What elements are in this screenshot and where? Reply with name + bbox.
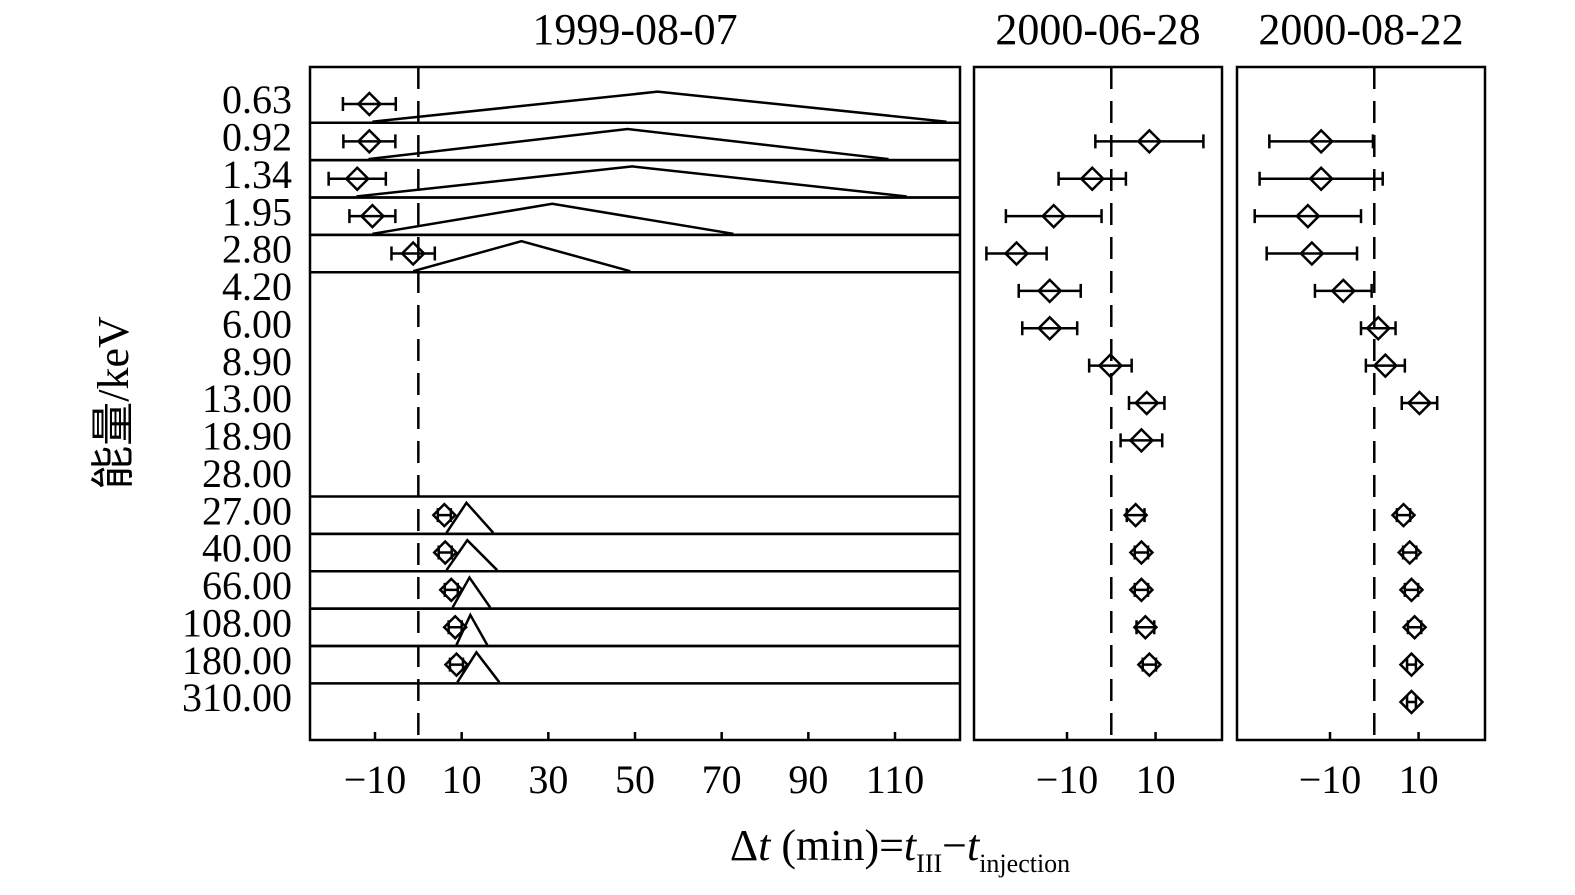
x-tick-label: −10 (1299, 757, 1362, 802)
y-tick-label: 6.00 (222, 301, 292, 346)
diamond-marker (1128, 539, 1155, 566)
x-label-part: t (758, 821, 772, 870)
y-tick-label: 310.00 (182, 675, 292, 720)
diamond-marker (1398, 577, 1425, 603)
y-tick-label: 27.00 (202, 488, 292, 533)
x-label-part: (min)= (770, 821, 904, 870)
x-tick-label: 110 (866, 757, 925, 802)
y-axis-label: 能量/keV (89, 316, 138, 490)
x-axis-label: Δt (min)=tIII−tinjection (730, 821, 1070, 878)
profile-triangle (456, 650, 501, 684)
diamond-marker (443, 651, 470, 678)
x-label-part: t (967, 821, 981, 870)
diamond-marker (1133, 390, 1160, 416)
y-tick-label: 1.34 (222, 152, 292, 197)
diamond-marker (431, 502, 458, 528)
x-label-part: − (942, 821, 967, 870)
y-tick-label: 0.92 (222, 115, 292, 160)
x-label-part: Δ (730, 821, 758, 870)
panel-title: 2000-08-22 (1258, 5, 1463, 54)
profile-triangle (445, 500, 495, 534)
diamond-marker (1128, 427, 1155, 454)
diamond-marker (1406, 390, 1433, 416)
diamond-marker (1128, 577, 1155, 603)
profile-triangle (356, 165, 907, 198)
profile-triangle (455, 612, 489, 646)
x-tick-label: 10 (1136, 757, 1176, 802)
y-tick-label: 8.90 (222, 339, 292, 384)
diamond-marker (1036, 315, 1063, 342)
x-tick-label: −10 (344, 757, 407, 802)
diamond-marker (1132, 614, 1159, 641)
diamond-marker (1398, 651, 1425, 678)
y-tick-label: 28.00 (202, 451, 292, 496)
diamond-marker (359, 203, 386, 229)
diamond-marker (1136, 651, 1163, 678)
x-tick-label: 10 (1399, 757, 1439, 802)
diamond-marker (1365, 315, 1392, 342)
diamond-marker (1372, 352, 1399, 379)
diamond-marker (1079, 165, 1106, 192)
x-tick-label: 70 (702, 757, 742, 802)
x-label-part: t (904, 821, 918, 870)
panel-title: 1999-08-07 (532, 5, 737, 54)
diamond-marker (1330, 278, 1357, 304)
y-tick-label: 18.90 (202, 414, 292, 459)
diamond-marker (1396, 539, 1423, 566)
y-tick-label: 66.00 (202, 563, 292, 608)
x-label-part: III (916, 849, 942, 878)
diamond-marker (442, 614, 468, 641)
diamond-marker (400, 240, 426, 267)
diamond-marker (1398, 689, 1425, 715)
profile-triangle (445, 538, 499, 572)
y-tick-label: 1.95 (222, 189, 292, 234)
x-label-part: injection (979, 849, 1070, 878)
diamond-marker (356, 128, 383, 155)
profile-triangle (451, 575, 492, 609)
diamond-marker (1308, 165, 1334, 192)
diamond-marker (1401, 614, 1428, 641)
y-tick-label: 13.00 (202, 376, 292, 421)
x-tick-label: 30 (528, 757, 568, 802)
profile-triangle (372, 90, 947, 123)
diamond-marker (1040, 203, 1067, 229)
diamond-marker (356, 91, 383, 117)
x-tick-label: −10 (1036, 757, 1099, 802)
x-tick-label: 50 (615, 757, 655, 802)
y-tick-label: 4.20 (222, 264, 292, 309)
y-tick-label: 180.00 (182, 638, 292, 683)
diamond-marker (432, 539, 458, 566)
diamond-marker (1122, 502, 1149, 528)
y-tick-label: 2.80 (222, 227, 292, 272)
diamond-marker (1308, 128, 1334, 155)
diamond-marker (344, 165, 371, 192)
profile-triangle (372, 202, 734, 236)
diamond-marker (1299, 240, 1325, 267)
diamond-marker (1097, 352, 1124, 379)
diamond-marker (1036, 278, 1063, 304)
diamond-marker (438, 577, 465, 603)
y-tick-label: 0.63 (222, 77, 292, 122)
diamond-marker (1295, 203, 1321, 229)
panel-frame (972, 65, 1224, 742)
x-tick-label: 90 (788, 757, 828, 802)
diamond-marker (1390, 502, 1417, 528)
panel-title: 2000-06-28 (995, 5, 1200, 54)
y-tick-label: 108.00 (182, 600, 292, 645)
y-tick-label: 40.00 (202, 526, 292, 571)
x-tick-label: 10 (442, 757, 482, 802)
diamond-marker (1003, 240, 1030, 267)
panel-frame (1235, 65, 1487, 742)
profile-triangle (368, 127, 889, 161)
diamond-marker (1136, 128, 1163, 155)
profile-triangle (412, 239, 631, 273)
